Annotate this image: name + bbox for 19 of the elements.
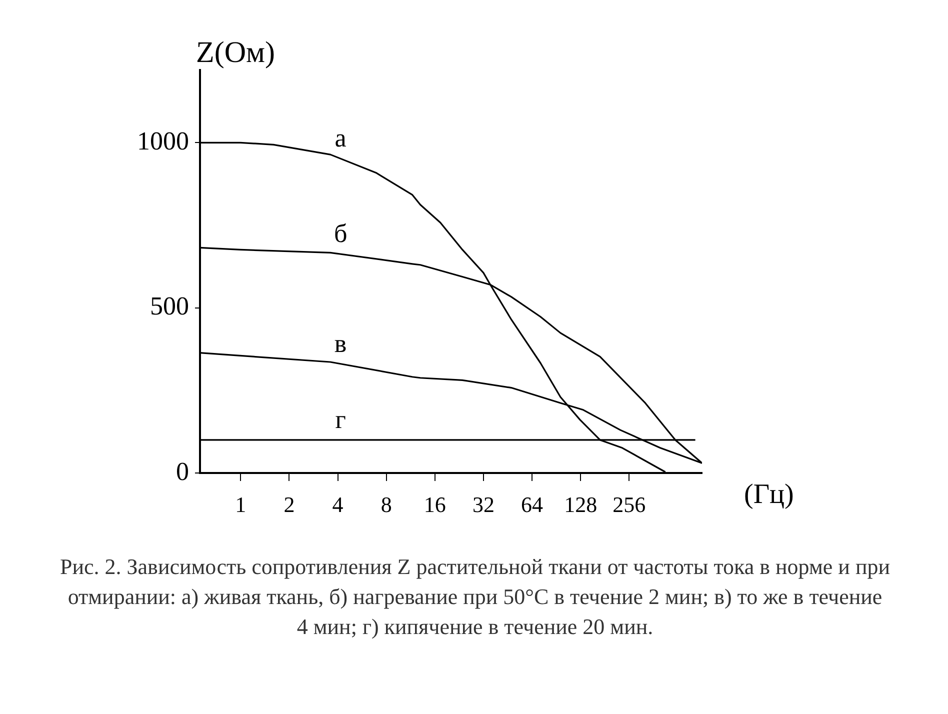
- x-tick-label: 2: [284, 492, 295, 517]
- x-tick-label: 32: [472, 492, 494, 517]
- series-label: а: [334, 124, 347, 153]
- x-tick-label: 128: [564, 492, 598, 517]
- y-tick-label: 0: [176, 456, 189, 486]
- x-axis-title: (Гц): [744, 479, 794, 510]
- y-axis-title: Z(Ом): [196, 36, 275, 69]
- x-tick-label: 64: [521, 492, 544, 517]
- y-tick-label: 500: [150, 292, 189, 321]
- x-tick-label: 16: [424, 492, 446, 517]
- y-tick-label: 1000: [137, 126, 189, 156]
- x-tick-label: 4: [332, 492, 344, 517]
- text: Рис. 2. Зависимость сопротивления Z растительной ткани от частоты тока в норме и при отмирании: а) живая ткань, б) нагревание при 50°С в течение 2 мин; в) то же в течение 4 мин; г) кипячение в течение 20 мин.: [60, 553, 890, 641]
- x-tick-label: 256: [612, 492, 646, 517]
- series-label: г: [335, 404, 346, 434]
- x-tick-label: 8: [380, 492, 392, 517]
- x-tick-label: 1: [235, 492, 246, 517]
- series-label: б: [334, 219, 348, 248]
- series-label: в: [334, 328, 347, 358]
